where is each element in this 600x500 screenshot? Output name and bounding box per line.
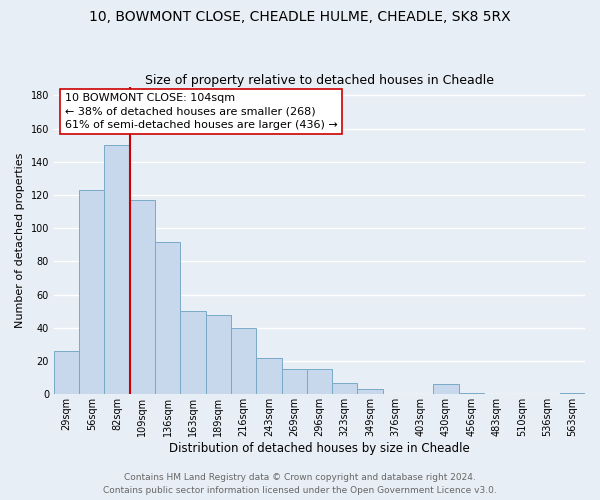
Bar xyxy=(181,312,206,394)
Bar xyxy=(307,370,332,394)
Title: Size of property relative to detached houses in Cheadle: Size of property relative to detached ho… xyxy=(145,74,494,87)
Bar xyxy=(130,200,155,394)
Bar xyxy=(104,145,130,394)
Bar xyxy=(256,358,281,395)
Bar xyxy=(206,314,231,394)
Bar xyxy=(332,383,358,394)
Text: 10 BOWMONT CLOSE: 104sqm
← 38% of detached houses are smaller (268)
61% of semi-: 10 BOWMONT CLOSE: 104sqm ← 38% of detach… xyxy=(65,93,337,130)
Bar xyxy=(54,351,79,395)
Y-axis label: Number of detached properties: Number of detached properties xyxy=(15,153,25,328)
Bar xyxy=(433,384,458,394)
Bar xyxy=(79,190,104,394)
Bar xyxy=(231,328,256,394)
Text: Contains HM Land Registry data © Crown copyright and database right 2024.
Contai: Contains HM Land Registry data © Crown c… xyxy=(103,474,497,495)
Text: 10, BOWMONT CLOSE, CHEADLE HULME, CHEADLE, SK8 5RX: 10, BOWMONT CLOSE, CHEADLE HULME, CHEADL… xyxy=(89,10,511,24)
Bar xyxy=(358,390,383,394)
Bar xyxy=(560,393,585,394)
Bar xyxy=(155,242,181,394)
X-axis label: Distribution of detached houses by size in Cheadle: Distribution of detached houses by size … xyxy=(169,442,470,455)
Bar xyxy=(458,393,484,394)
Bar xyxy=(281,370,307,394)
